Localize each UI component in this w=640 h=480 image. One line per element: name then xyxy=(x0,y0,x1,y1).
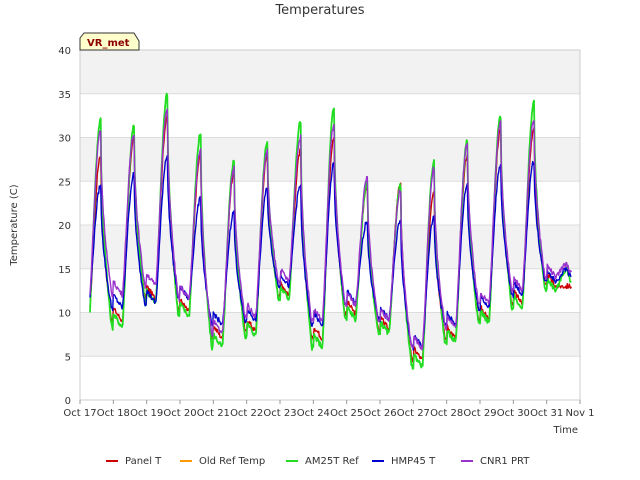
series-lines xyxy=(89,92,572,370)
x-tick-label: Oct 31 xyxy=(530,408,563,419)
legend-label: Panel T xyxy=(125,456,162,467)
station-badge: VR_met xyxy=(79,32,140,51)
badge-shape xyxy=(79,32,140,51)
x-tick-label: Oct 21 xyxy=(197,408,230,419)
y-axis-label: Temperature (C) xyxy=(9,184,20,266)
x-tick-label: Oct 18 xyxy=(97,408,130,419)
plot-band xyxy=(80,312,580,357)
x-tick-label: Nov 1 xyxy=(565,408,594,419)
series-line-cnr1-prt xyxy=(89,108,572,351)
x-tick-label: Oct 28 xyxy=(430,408,463,419)
x-tick-label: Oct 24 xyxy=(297,408,330,419)
y-tick-label: 35 xyxy=(58,90,71,101)
x-tick-label: Oct 19 xyxy=(130,408,163,419)
legend: Panel T Old Ref Temp AM25T Ref HMP45 T CNR1 … xyxy=(106,456,530,467)
y-tick-label: 20 xyxy=(58,221,71,232)
x-tick-label: Oct 25 xyxy=(330,408,363,419)
y-tick-label: 25 xyxy=(58,177,71,188)
x-axis-ticks: Oct 17 Oct 18 Oct 19 Oct 20 Oct 21 Oct 22 Oct … xyxy=(63,400,595,419)
x-tick-label: Oct 20 xyxy=(163,408,196,419)
plot-band xyxy=(80,50,580,94)
badge-label: VR_met xyxy=(87,38,130,49)
y-tick-label: 5 xyxy=(65,352,71,363)
legend-label: CNR1 PRT xyxy=(480,456,530,467)
legend-label: HMP45 T xyxy=(391,456,436,467)
x-axis-label: Time xyxy=(553,425,578,436)
plot-frame xyxy=(79,49,581,401)
x-tick-label: Oct 30 xyxy=(497,408,530,419)
x-tick-label: Oct 29 xyxy=(463,408,496,419)
x-tick-label: Oct 27 xyxy=(397,408,430,419)
plot-band xyxy=(80,225,580,269)
y-tick-label: 40 xyxy=(58,46,71,57)
x-tick-label: Oct 23 xyxy=(263,408,296,419)
legend-label: AM25T Ref xyxy=(305,456,359,467)
y-tick-label: 0 xyxy=(65,396,71,407)
y-tick-label: 15 xyxy=(58,265,71,276)
chart-title: Temperatures xyxy=(274,3,364,18)
y-axis-ticks: 0 5 10 15 20 25 30 35 40 xyxy=(58,46,71,407)
x-tick-label: Oct 22 xyxy=(230,408,263,419)
legend-label: Old Ref Temp xyxy=(199,456,265,467)
y-tick-label: 30 xyxy=(58,134,71,145)
y-tick-label: 10 xyxy=(58,309,71,320)
x-tick-label: Oct 17 xyxy=(63,408,96,419)
x-tick-label: Oct 26 xyxy=(363,408,396,419)
